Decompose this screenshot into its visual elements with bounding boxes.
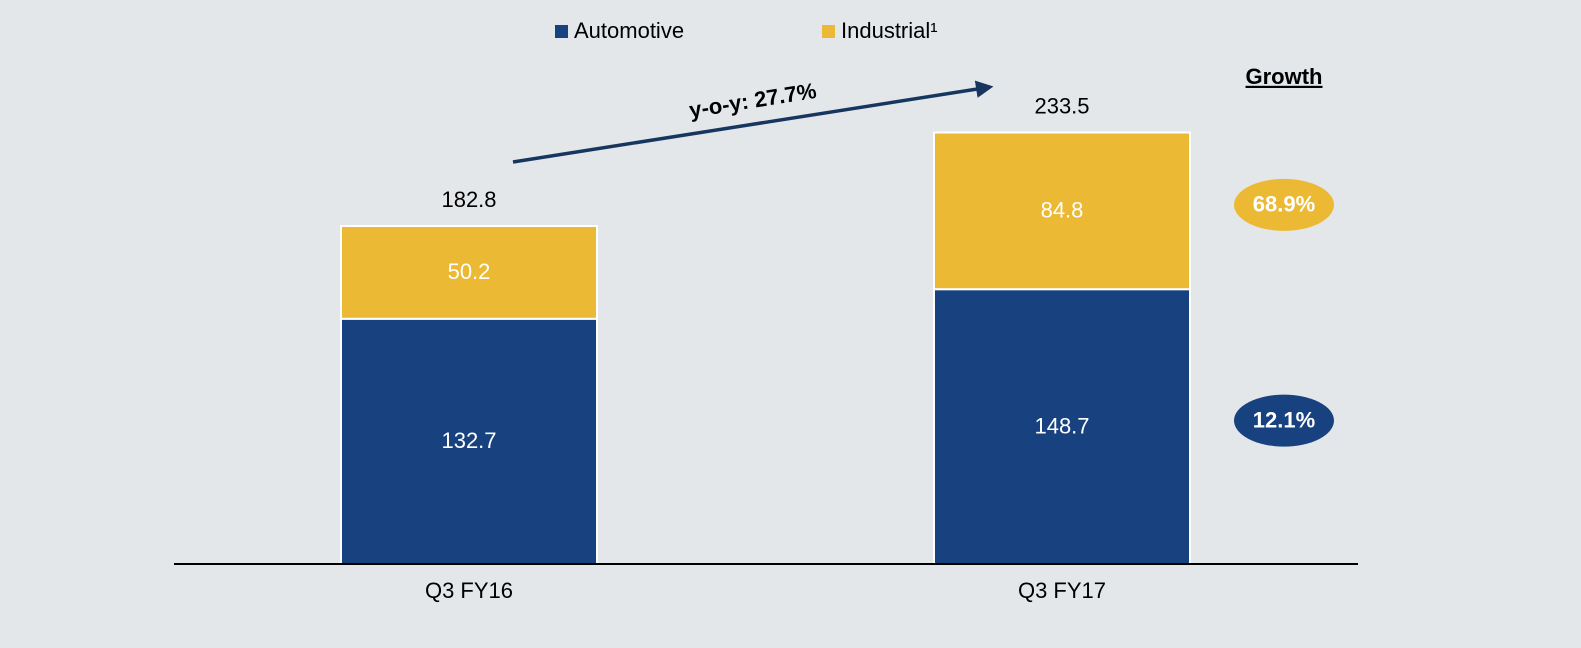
legend-swatch <box>555 25 568 38</box>
value-label: 84.8 <box>1041 198 1084 223</box>
legend-label: Industrial¹ <box>841 18 938 43</box>
growth-arrow <box>512 80 994 164</box>
bar-segment <box>933 288 1191 565</box>
growth-title: Growth <box>1246 64 1323 89</box>
total-label: 182.8 <box>441 187 496 212</box>
bar-segment <box>340 225 598 320</box>
growth-label: 68.9% <box>1253 192 1315 217</box>
x-tick-label: Q3 FY16 <box>425 578 513 603</box>
value-label: 132.7 <box>441 428 496 453</box>
legend-swatch <box>822 25 835 38</box>
growth-badge <box>1234 394 1334 447</box>
value-label: 50.2 <box>448 259 491 284</box>
growth-label: 12.1% <box>1253 407 1315 432</box>
total-label: 233.5 <box>1034 93 1089 118</box>
value-label: 148.7 <box>1034 413 1089 438</box>
bar-segment <box>933 131 1191 291</box>
growth-badge <box>1234 178 1334 231</box>
legend-label: Automotive <box>574 18 684 43</box>
x-tick-label: Q3 FY17 <box>1018 578 1106 603</box>
